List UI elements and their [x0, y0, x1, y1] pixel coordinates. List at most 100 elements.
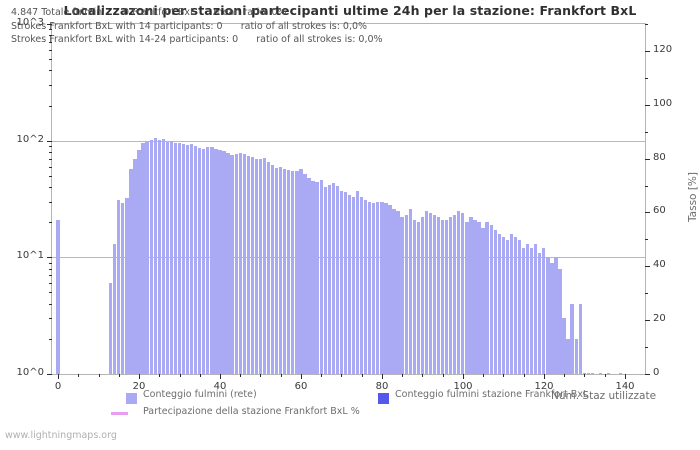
bar — [258, 159, 263, 374]
y-tick-major-right — [645, 51, 650, 52]
y-tick-minor-left — [49, 35, 52, 36]
x-tick-minor — [564, 374, 565, 377]
bar — [198, 147, 202, 374]
bar — [388, 205, 392, 374]
y-tick-minor-left — [49, 50, 52, 51]
y-tick-minor-left — [49, 167, 52, 168]
y-tick-minor-left — [49, 187, 52, 188]
bar — [493, 230, 497, 374]
x-tick-major — [220, 374, 221, 379]
bar — [436, 217, 441, 374]
bar — [109, 283, 113, 374]
bar — [424, 210, 429, 374]
bar — [185, 144, 190, 374]
bar — [331, 183, 335, 374]
bar — [570, 303, 574, 374]
bar — [558, 268, 562, 374]
bar — [505, 240, 510, 374]
x-tick-major — [544, 374, 545, 379]
bar — [291, 170, 295, 374]
bar — [254, 158, 259, 374]
x-ticklabel: 40 — [213, 381, 227, 392]
bar — [590, 373, 595, 374]
bar — [598, 373, 603, 374]
y-ticklabel-left: 10^1 — [16, 250, 44, 261]
x-tick-minor — [159, 374, 160, 377]
bar — [428, 212, 433, 374]
bar — [295, 170, 299, 374]
bar — [238, 152, 242, 374]
y-tick-major-right — [645, 212, 650, 213]
x-axis-title: Num. Staz utilizzate — [551, 390, 657, 402]
legend-label: Conteggio fulmini (rete) — [143, 389, 257, 400]
legend-line-marker — [111, 412, 128, 415]
y-tick-minor-left — [49, 292, 52, 293]
bar — [230, 154, 234, 374]
bar — [530, 248, 534, 374]
bar — [376, 201, 380, 374]
bar — [323, 187, 327, 374]
y-tick-minor-right — [645, 239, 648, 240]
bar — [489, 224, 493, 374]
bar — [473, 219, 477, 374]
y-axis-title-right: Tasso [%] — [687, 172, 699, 222]
bar — [307, 177, 311, 374]
annotation-text-block: 4.847 Totale fulmini 0 Frankfort BxL mea… — [11, 6, 383, 47]
x-tick-minor — [584, 374, 585, 377]
bar — [469, 217, 473, 374]
bar — [586, 373, 590, 374]
bar — [574, 338, 578, 374]
bar — [117, 200, 121, 374]
bar — [287, 170, 291, 374]
y-tick-major-right — [645, 374, 650, 375]
bar — [262, 158, 267, 374]
x-ticklabel: 120 — [534, 381, 554, 392]
legend-square-marker — [378, 393, 389, 404]
bar — [440, 219, 445, 374]
x-tick-major — [301, 374, 302, 379]
bar — [137, 149, 141, 374]
x-tick-minor — [524, 374, 525, 377]
bar — [153, 137, 157, 374]
bar — [303, 173, 307, 374]
bar — [408, 208, 412, 374]
bar — [525, 244, 530, 374]
x-tick-minor — [362, 374, 363, 377]
x-ticklabel: 140 — [615, 381, 635, 392]
bar — [149, 139, 153, 374]
bar — [619, 373, 623, 374]
y-tick-minor-left — [49, 42, 52, 43]
y-tick-minor-left — [49, 59, 52, 60]
x-tick-minor — [402, 374, 403, 377]
bar — [177, 143, 182, 374]
x-ticklabel: 0 — [54, 381, 62, 392]
y-tick-major-left — [47, 141, 52, 142]
bar — [582, 373, 586, 374]
bar — [173, 142, 178, 374]
legend-label: Conteggio fulmini stazione Frankfort BxL — [395, 389, 589, 400]
bar — [279, 166, 283, 374]
bar — [420, 217, 425, 374]
y-tick-minor-right — [645, 293, 648, 294]
plot-inner — [52, 24, 645, 374]
y-tick-major-right — [645, 266, 650, 267]
x-tick-major — [382, 374, 383, 379]
y-tick-minor-right — [645, 24, 648, 25]
x-tick-minor — [78, 374, 79, 377]
y-ticklabel-right: 60 — [653, 205, 666, 216]
bar — [169, 140, 174, 374]
bar — [554, 257, 558, 374]
bar — [141, 143, 145, 374]
bar — [400, 217, 404, 374]
bar — [343, 192, 348, 374]
bar — [351, 196, 356, 374]
x-ticklabel: 80 — [375, 381, 389, 392]
bar — [355, 191, 360, 374]
y-tick-minor-left — [49, 263, 52, 264]
x-tick-minor — [281, 374, 282, 377]
bar — [181, 143, 186, 374]
bar — [56, 219, 60, 374]
bar — [416, 222, 420, 374]
x-tick-minor — [422, 374, 423, 377]
y-tick-minor-right — [645, 78, 648, 79]
